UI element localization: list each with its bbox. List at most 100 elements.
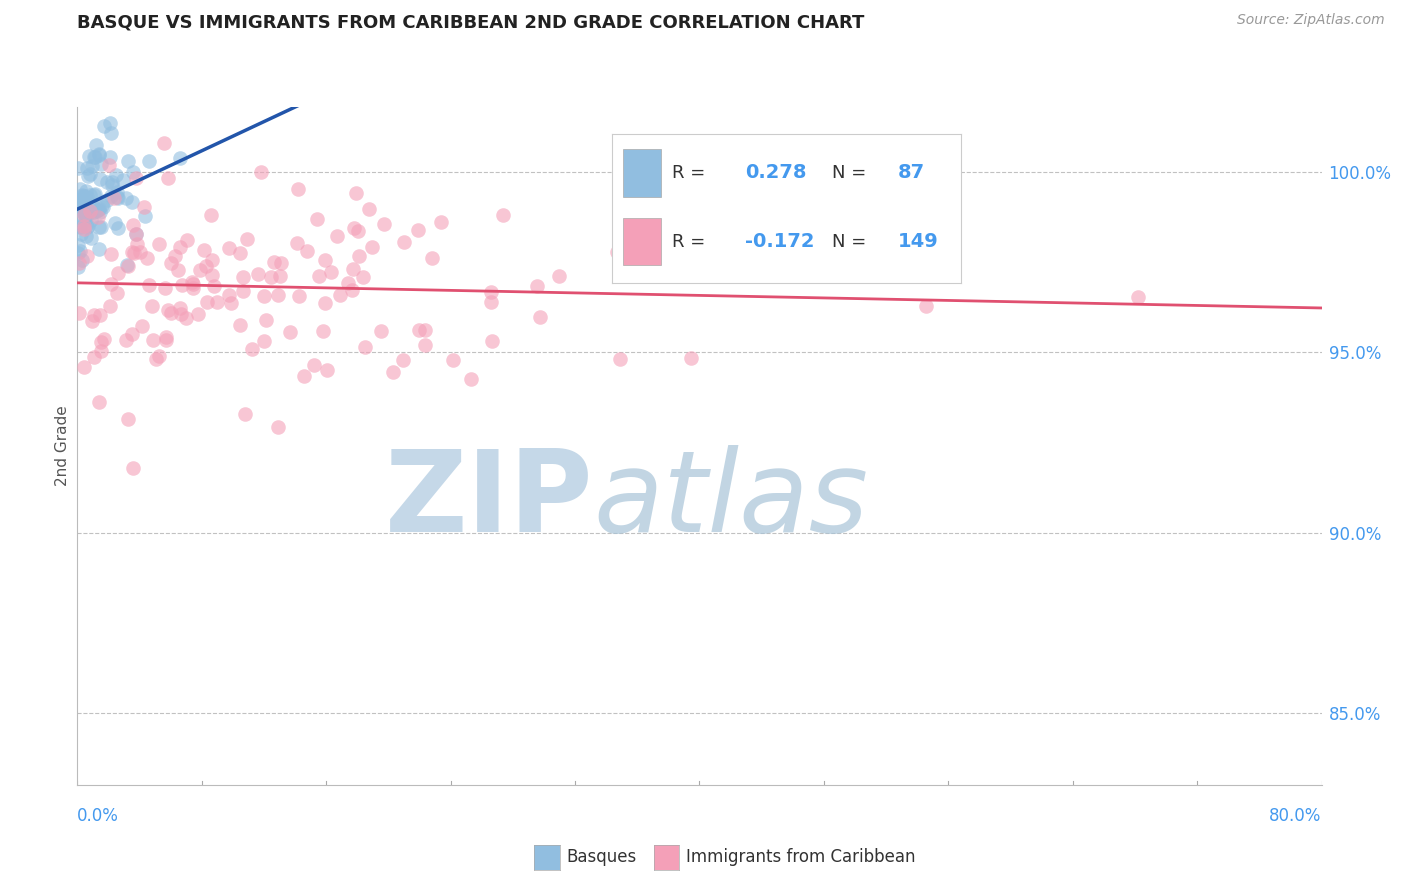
Point [69,219,91,233]
Point [170,307,193,321]
Point [79,188,101,202]
Point [441,353,464,368]
Point [73,359,96,374]
Point [67,199,90,213]
Point [67,194,90,208]
Point [314,296,336,310]
Point [75,211,97,225]
Bar [623,218,661,266]
Point [288,288,311,302]
Point [72,204,94,219]
Point [481,294,503,309]
Point [67,210,90,224]
Point [915,299,938,313]
Point [76,203,98,218]
Point [70,188,93,202]
Point [609,351,631,366]
Point [70,252,93,267]
Point [232,270,254,285]
Point [89,308,111,322]
Point [75,193,97,207]
Point [76,169,98,184]
Point [420,252,443,266]
Point [125,227,148,241]
Point [201,268,224,282]
Point [153,136,176,151]
Point [77,149,100,163]
Point [72,188,94,202]
Point [89,171,111,186]
Point [138,277,160,292]
Point [124,171,146,186]
Point [202,279,225,293]
Point [205,294,228,309]
Point [82,205,104,219]
Text: Immigrants from Caribbean: Immigrants from Caribbean [686,848,915,866]
Point [361,240,384,254]
Point [187,307,209,321]
Text: R =: R = [672,164,704,182]
Point [67,238,90,252]
Point [96,193,118,207]
Point [352,269,374,284]
Point [124,227,146,241]
Point [269,269,291,284]
Point [170,277,193,292]
Point [236,232,259,246]
Point [218,241,240,255]
Point [67,245,90,260]
Point [100,126,122,140]
Point [336,276,359,290]
Point [100,277,122,291]
Point [87,147,110,161]
Point [373,217,395,231]
Point [308,268,330,283]
Text: BASQUE VS IMMIGRANTS FROM CARIBBEAN 2ND GRADE CORRELATION CHART: BASQUE VS IMMIGRANTS FROM CARIBBEAN 2ND … [77,13,865,31]
Point [382,365,405,379]
Point [295,244,318,258]
Point [115,258,138,272]
Point [155,333,177,347]
Point [89,148,111,162]
Point [70,227,93,241]
Point [107,221,129,235]
Point [125,236,148,251]
Point [67,193,90,207]
Point [73,208,96,222]
Point [122,165,145,179]
Point [229,318,252,332]
Point [67,306,90,320]
Point [73,189,96,203]
Point [679,351,702,365]
Point [343,221,366,235]
Text: -0.172: -0.172 [745,232,814,251]
Point [233,407,256,421]
Point [105,185,128,199]
Point [415,323,437,337]
Y-axis label: 2nd Grade: 2nd Grade [55,406,70,486]
Point [548,268,571,283]
Point [87,243,110,257]
Point [342,262,364,277]
Point [77,219,100,233]
Point [98,299,121,313]
Point [166,263,188,277]
Point [142,334,165,348]
Point [132,200,155,214]
Point [83,201,105,215]
Point [117,153,139,168]
Point [98,158,121,172]
Point [413,338,436,352]
Point [70,197,93,211]
Point [87,220,110,235]
Point [229,245,252,260]
Point [87,202,110,217]
Point [75,208,97,222]
Point [260,270,283,285]
Point [87,202,110,216]
Point [93,119,115,133]
Point [128,244,150,259]
Point [117,412,139,426]
Point [344,186,367,200]
Point [121,245,143,260]
